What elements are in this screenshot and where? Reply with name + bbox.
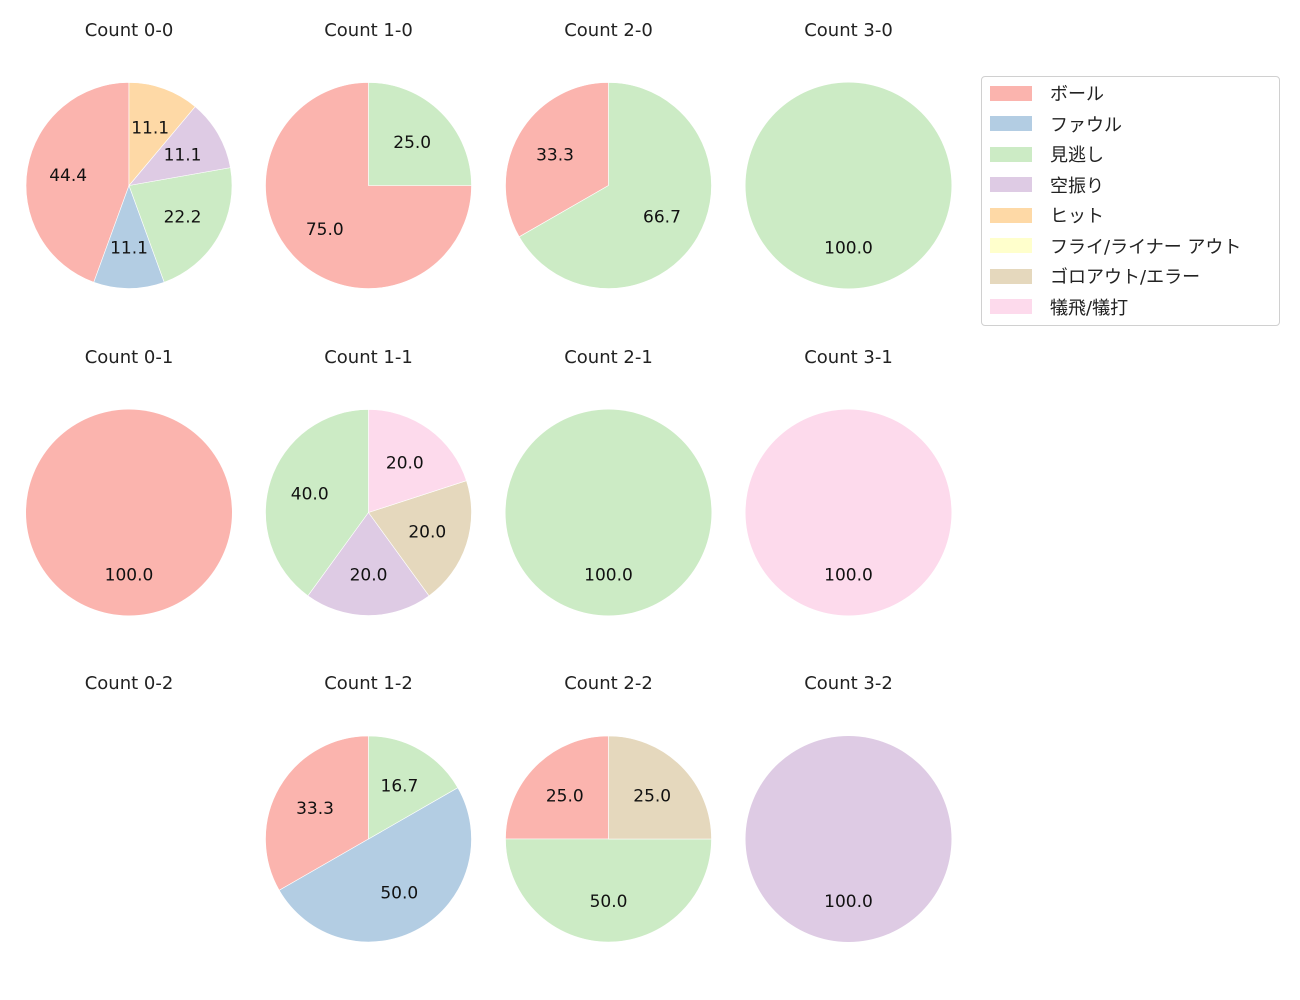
legend-label: フライ/ライナー アウト [1050, 236, 1242, 258]
slice-label: 11.1 [110, 238, 148, 258]
slice-label: 50.0 [380, 884, 418, 904]
pie-title: Count 0-2 [85, 673, 174, 694]
slice-label: 25.0 [546, 786, 584, 806]
pie-slice [505, 82, 609, 238]
pie-chart: Count 1-1 40.0 20.0 20.0 20.0 [265, 347, 472, 616]
pie-chart: Count 1-0 75.0 25.0 [265, 20, 472, 289]
legend-item: 見逃し [990, 144, 1104, 166]
legend-label: 犠飛/犠打 [1050, 297, 1129, 319]
slice-label: 75.0 [306, 220, 344, 240]
legend-item: ファウル [990, 114, 1122, 136]
pie-chart: Count 2-0 33.3 66.7 [505, 20, 712, 289]
pie-slice [128, 167, 233, 283]
legend-swatch [990, 85, 1032, 101]
legend-swatch [990, 238, 1032, 253]
pie-slice [368, 480, 472, 597]
slice-label: 25.0 [633, 786, 671, 806]
legend-label: ヒット [1050, 206, 1104, 227]
slice-label: 100.0 [824, 565, 873, 585]
pie-slice [307, 511, 430, 616]
slice-label: 33.3 [536, 146, 574, 166]
pie-title: Count 3-0 [804, 20, 893, 41]
pie-slice [505, 409, 712, 616]
pie-slice [745, 82, 952, 289]
pie-slice [278, 787, 472, 943]
pie-slice [265, 735, 369, 891]
pie-title: Count 2-1 [564, 347, 653, 368]
pie-chart: Count 1-2 33.3 50.0 16.7 [265, 673, 472, 943]
slice-label: 100.0 [105, 565, 154, 585]
slice-label: 25.0 [393, 133, 431, 153]
pie-slice [128, 106, 231, 186]
pie-chart: Count 2-2 25.0 50.0 25.0 [505, 673, 712, 943]
pie-slice [518, 82, 712, 289]
legend-item: ヒット [990, 205, 1104, 227]
pie-slice [745, 736, 952, 942]
legend-item: 犠飛/犠打 [990, 297, 1129, 319]
slice-label: 16.7 [381, 777, 419, 797]
pie-chart: Count 3-0 100.0 [745, 20, 952, 289]
legend-item: フライ/ライナー アウト [990, 236, 1242, 258]
pie-slice [368, 409, 467, 513]
slice-label: 66.7 [643, 207, 681, 227]
pie-slice [93, 184, 165, 289]
legend-swatch [990, 146, 1032, 162]
slice-label: 100.0 [824, 238, 873, 258]
slice-label: 22.2 [164, 207, 202, 227]
slice-label: 20.0 [350, 565, 388, 585]
pie-chart: Count 2-1 100.0 [505, 347, 712, 616]
legend-label: ボール [1050, 84, 1104, 105]
pie-slice [608, 735, 712, 840]
pie-slice [505, 735, 609, 840]
slice-label: 100.0 [824, 892, 873, 912]
pie-slice [128, 82, 196, 187]
slice-label: 44.4 [49, 166, 87, 186]
slice-label: 100.0 [584, 565, 633, 585]
pie-slice [745, 409, 952, 616]
pie-title: Count 0-1 [85, 347, 174, 368]
slice-label: 50.0 [590, 892, 628, 912]
pie-chart: Count 0-0 44.4 11.1 22.2 11.1 11.1 [25, 20, 233, 289]
legend-label: 空振り [1050, 175, 1104, 197]
pie-slice [25, 82, 130, 283]
pie-title: Count 2-2 [564, 673, 653, 694]
legend-swatch [990, 299, 1032, 314]
legend-item: ボール [990, 83, 1104, 105]
legend-item: ゴロアウト/エラー [990, 266, 1201, 288]
legend-swatch [990, 268, 1032, 284]
legend: ボール ファウル 見逃し 空振り ヒット フライ/ライナー アウト ゴロアウト/… [981, 76, 1280, 326]
pie-slice [368, 735, 459, 840]
pie-title: Count 2-0 [564, 20, 653, 41]
legend-label: 見逃し [1050, 145, 1104, 166]
legend-item: 空振り [990, 175, 1104, 197]
pie-title: Count 3-2 [804, 673, 893, 694]
pie-title: Count 1-2 [324, 673, 413, 694]
slice-label: 20.0 [386, 454, 424, 474]
legend-label: ゴロアウト/エラー [1050, 267, 1201, 288]
pie-slice [368, 82, 472, 186]
pie-slice [265, 82, 472, 289]
pie-chart: Count 3-2 100.0 [745, 673, 952, 942]
pie-title: Count 1-0 [324, 20, 413, 41]
pie-slice [26, 409, 232, 616]
pie-chart: Count 3-1 100.0 [745, 347, 952, 616]
pie-title: Count 1-1 [324, 347, 413, 368]
slice-label: 40.0 [291, 484, 329, 504]
pie-title: Count 3-1 [804, 347, 893, 368]
pie-chart: Count 0-1 100.0 [26, 347, 232, 616]
legend-label: ファウル [1050, 114, 1122, 136]
slice-label: 11.1 [164, 146, 202, 166]
slice-label: 20.0 [408, 523, 446, 543]
legend-swatch [990, 207, 1032, 223]
pie-title: Count 0-0 [85, 20, 174, 41]
slice-label: 33.3 [296, 799, 334, 819]
slice-label: 11.1 [131, 118, 169, 138]
legend-swatch [990, 116, 1032, 131]
pie-slice [505, 838, 712, 943]
pie-slice [265, 409, 369, 597]
legend-swatch [990, 177, 1032, 192]
pie-chart: Count 0-2 [85, 673, 174, 694]
